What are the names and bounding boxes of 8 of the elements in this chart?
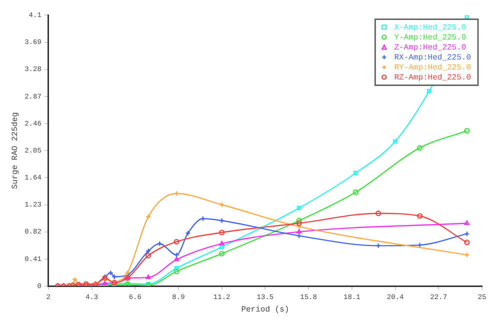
legend-label: Z-Amp:Hed_225.0 — [394, 43, 466, 52]
x-axis-title: Period (s) — [241, 305, 290, 314]
legend-label: RX-Amp:Hed_225.0 — [394, 53, 472, 62]
legend-label: Y-Amp:Hed_225.0 — [394, 33, 466, 42]
legend-label: RZ-Amp:Hed_225.0 — [394, 73, 472, 82]
legend-label: X-Amp:Hed_225.0 — [394, 23, 466, 32]
legend-label: RY-Amp:Hed_225.0 — [394, 63, 472, 72]
y-axis-title: Surge RAO 225deg — [10, 112, 20, 190]
